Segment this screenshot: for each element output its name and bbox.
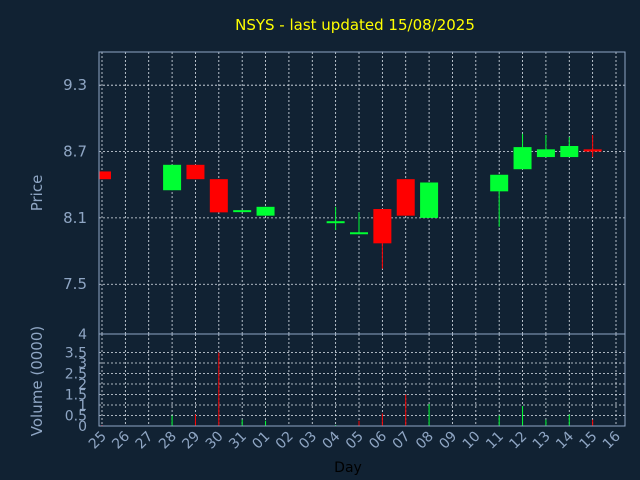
volume-tick-label: 0.5 [65, 409, 87, 425]
candle-body [186, 164, 205, 180]
x-tick-label: 28 [156, 429, 180, 453]
volume-y-ticks: 00.511.522.533.5 4 [65, 327, 87, 435]
volume-grid [99, 334, 625, 426]
x-tick-label: 27 [133, 429, 157, 453]
price-grid [99, 52, 625, 334]
x-tick-label: 04 [320, 428, 344, 452]
volume-tick-label: 1.5 [65, 388, 87, 404]
x-tick-label: 30 [203, 429, 227, 453]
volume-bars [101, 352, 594, 426]
price-y-ticks: 7.5 8.1 8.7 9.3 [63, 76, 87, 293]
x-tick-label: 12 [506, 429, 530, 453]
candle-body [373, 209, 392, 244]
volume-tick-label: 4 [78, 327, 87, 343]
candle-body [513, 147, 532, 170]
candle-body [350, 232, 368, 235]
price-axis-label: Price [28, 175, 46, 212]
candle-body [396, 179, 415, 216]
x-tick-label: 11 [483, 429, 507, 453]
x-tick-label: 16 [600, 428, 624, 452]
x-tick-label: 03 [296, 429, 320, 453]
x-tick-label: 25 [86, 429, 110, 453]
candle-body [256, 206, 275, 216]
volume-panel-frame [98, 333, 626, 427]
price-candles [99, 133, 602, 269]
volume-tick-label: 2.5 [65, 367, 87, 383]
volume-tick-label: 1 [78, 398, 87, 414]
volume-tick-label: 0 [78, 419, 87, 435]
price-tick-label: 9.3 [63, 76, 87, 94]
x-tick-label: 31 [226, 429, 250, 453]
candle-body [233, 210, 252, 213]
candle-body [99, 171, 111, 180]
candle-body [209, 179, 228, 213]
x-tick-label: 14 [553, 428, 577, 452]
volume-tick-label: 3.5 [65, 346, 87, 362]
candle-body [536, 149, 555, 158]
candle-body [420, 182, 439, 218]
x-tick-label: 08 [413, 429, 437, 453]
x-tick-label: 13 [530, 429, 554, 453]
x-tick-label: 09 [436, 429, 460, 453]
candle-body [326, 221, 345, 224]
candle-body [163, 164, 182, 191]
volume-tick-label: 3 [78, 356, 87, 372]
volume-tick-label: 2 [78, 377, 87, 393]
price-tick-label: 8.7 [63, 143, 87, 161]
price-tick-label: 8.1 [63, 209, 87, 227]
x-tick-label: 05 [343, 429, 367, 453]
x-tick-label: 01 [249, 429, 273, 453]
x-axis-ticks: 25 26 27 28 29 30 31 01 02 03 04 05 06 07 08 09 10 11 12 13… [86, 428, 624, 452]
x-tick-label: 10 [460, 429, 484, 453]
chart-title: NSYS - last updated 15/08/2025 [235, 16, 475, 34]
candle-body [560, 146, 579, 158]
x-tick-label: 15 [577, 429, 601, 453]
x-tick-label: 06 [366, 428, 390, 452]
candle-body [490, 174, 509, 192]
x-tick-label: 02 [273, 429, 297, 453]
x-tick-label: 26 [109, 428, 133, 452]
price-tick-label: 7.5 [63, 275, 87, 293]
candle-body [583, 149, 602, 152]
x-tick-label: 07 [390, 429, 414, 453]
x-axis-label: Day [334, 460, 362, 476]
volume-axis-label: Volume (0000) [28, 326, 46, 436]
x-tick-label: 29 [179, 429, 203, 453]
